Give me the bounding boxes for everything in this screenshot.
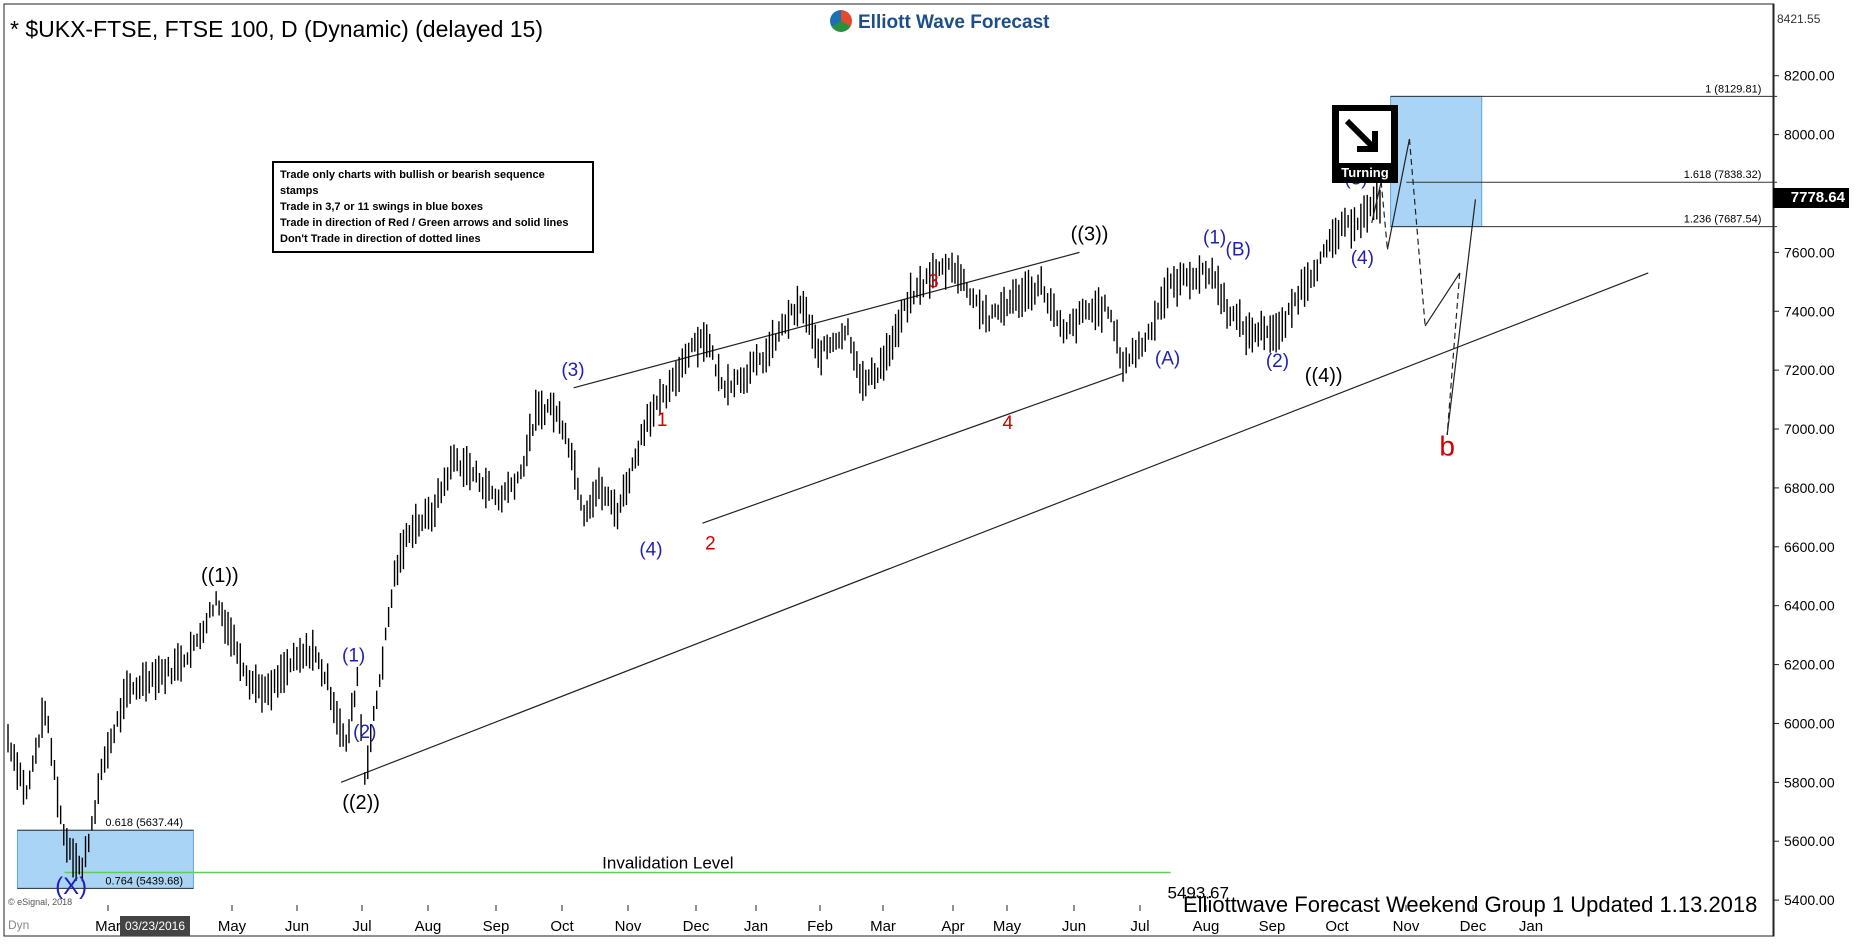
y-tick-label: 7400.00	[1784, 303, 1835, 319]
blue-box-high	[1390, 95, 1483, 228]
fib-label: 0.764 (5439.68)	[105, 875, 183, 887]
wave-label: (4)	[639, 540, 662, 561]
wave-label: (3)	[561, 360, 584, 381]
top-price-tag: 8421.55	[1777, 12, 1821, 26]
y-tick-label: 7200.00	[1784, 362, 1835, 378]
y-tick-label: 5400.00	[1784, 892, 1835, 908]
rule-line: Trade in 3,7 or 11 swings in blue boxes	[280, 201, 483, 213]
wave-label: (4)	[1351, 248, 1374, 269]
fib-label: 1.618 (7838.32)	[1684, 169, 1762, 181]
turning-arrow-icon	[1337, 109, 1393, 165]
turning-label: Turning	[1341, 165, 1389, 180]
y-tick-label: 8000.00	[1784, 127, 1835, 143]
x-tick-label: May	[218, 918, 247, 935]
wave-label: b	[1439, 431, 1455, 462]
wave-label: (2)	[353, 722, 376, 743]
projection-line	[1446, 199, 1477, 435]
turning-stamp: Turning	[1332, 105, 1398, 183]
x-tick-label: Nov	[1393, 918, 1420, 935]
x-tick-label: Jun	[285, 918, 309, 935]
x-tick-label: Aug	[415, 918, 442, 935]
projection-line	[1424, 272, 1461, 327]
invalidation-label: Invalidation Level	[602, 854, 733, 873]
rule-line: Trade only charts with bullish or bearis…	[280, 169, 545, 197]
wave-label: (1)	[1203, 228, 1226, 249]
y-tick-label: 6400.00	[1784, 598, 1835, 614]
y-tick-label: 6600.00	[1784, 539, 1835, 555]
wave-label: 4	[1002, 413, 1013, 434]
x-tick-label: Apr	[941, 918, 964, 935]
x-tick-label: Jul	[1130, 918, 1149, 935]
x-tick-label: Jun	[1062, 918, 1086, 935]
x-tick-label: Jul	[352, 918, 371, 935]
y-tick-label: 6000.00	[1784, 715, 1835, 731]
wave-label: (1)	[342, 646, 365, 667]
y-tick-label: 7600.00	[1784, 244, 1835, 260]
cursor-date-tag: 03/23/2016	[120, 916, 190, 936]
dyn-label: Dyn	[8, 918, 30, 932]
wave-label: (A)	[1155, 348, 1180, 369]
x-tick-label: Sep	[483, 918, 510, 935]
wave-label: (B)	[1226, 239, 1251, 260]
wave-label: 3	[928, 272, 939, 293]
trend-line	[340, 272, 1649, 783]
logo-text: Elliott Wave Forecast	[858, 12, 1050, 33]
fib-label: 1.236 (7687.54)	[1684, 214, 1762, 226]
brand-logo: Elliott Wave Forecast	[830, 10, 1049, 34]
chart-title: * $UKX-FTSE, FTSE 100, D (Dynamic) (dela…	[10, 16, 543, 42]
wave-label: (X)	[55, 873, 87, 900]
logo-icon	[830, 10, 852, 32]
projection-dashed-line	[1380, 181, 1389, 250]
x-tick-label: Nov	[615, 918, 642, 935]
trend-line	[702, 372, 1124, 524]
x-tick-label: Jan	[744, 918, 768, 935]
x-tick-label: Oct	[1325, 918, 1349, 935]
y-tick-label: 6800.00	[1784, 480, 1835, 496]
x-tick-label: May	[993, 918, 1022, 935]
x-tick-label: Dec	[683, 918, 710, 935]
wave-label: 2	[705, 534, 716, 555]
wave-label: ((3))	[1071, 224, 1109, 246]
y-tick-label: 7000.00	[1784, 421, 1835, 437]
wave-label: 1	[657, 410, 668, 431]
x-tick-label: Oct	[550, 918, 574, 935]
projection-line	[1371, 181, 1382, 224]
wave-label: ((2))	[342, 792, 380, 814]
projection-dashed-line	[1408, 138, 1426, 327]
x-tick-label: Feb	[807, 918, 833, 935]
x-tick-label: Aug	[1193, 918, 1220, 935]
fib-label: 0.618 (5637.44)	[105, 817, 183, 829]
x-tick-label: Dec	[1460, 918, 1487, 935]
invalidation-value: 5493.67	[1167, 884, 1228, 903]
wave-label: ((4))	[1305, 365, 1343, 387]
rules-box: Trade only charts with bullish or bearis…	[272, 161, 594, 253]
wave-label: ((1))	[201, 565, 239, 587]
projection-line	[1386, 138, 1411, 250]
x-tick-label: Sep	[1259, 918, 1286, 935]
x-tick-label: Jan	[1519, 918, 1543, 935]
x-tick-label: Mar	[95, 918, 121, 935]
wave-label: (2)	[1266, 351, 1289, 372]
y-tick-label: 5600.00	[1784, 833, 1835, 849]
x-tick-label: Mar	[870, 918, 896, 935]
y-tick-label: 5800.00	[1784, 774, 1835, 790]
y-tick-label: 6200.00	[1784, 657, 1835, 673]
esignal-watermark: © eSignal, 2018	[8, 897, 73, 907]
rule-line: Don't Trade in direction of dotted lines	[280, 233, 481, 245]
last-price-tag: 7778.64	[1773, 188, 1849, 208]
fib-label: 1 (8129.81)	[1705, 83, 1761, 95]
blue-box-low	[16, 829, 194, 889]
update-footer: Elliottwave Forecast Weekend Group 1 Upd…	[1183, 892, 1758, 917]
trend-line	[573, 251, 1080, 389]
rule-line: Trade in direction of Red / Green arrows…	[280, 217, 569, 229]
y-tick-label: 8200.00	[1784, 68, 1835, 84]
projection-dashed-line	[1446, 272, 1461, 435]
